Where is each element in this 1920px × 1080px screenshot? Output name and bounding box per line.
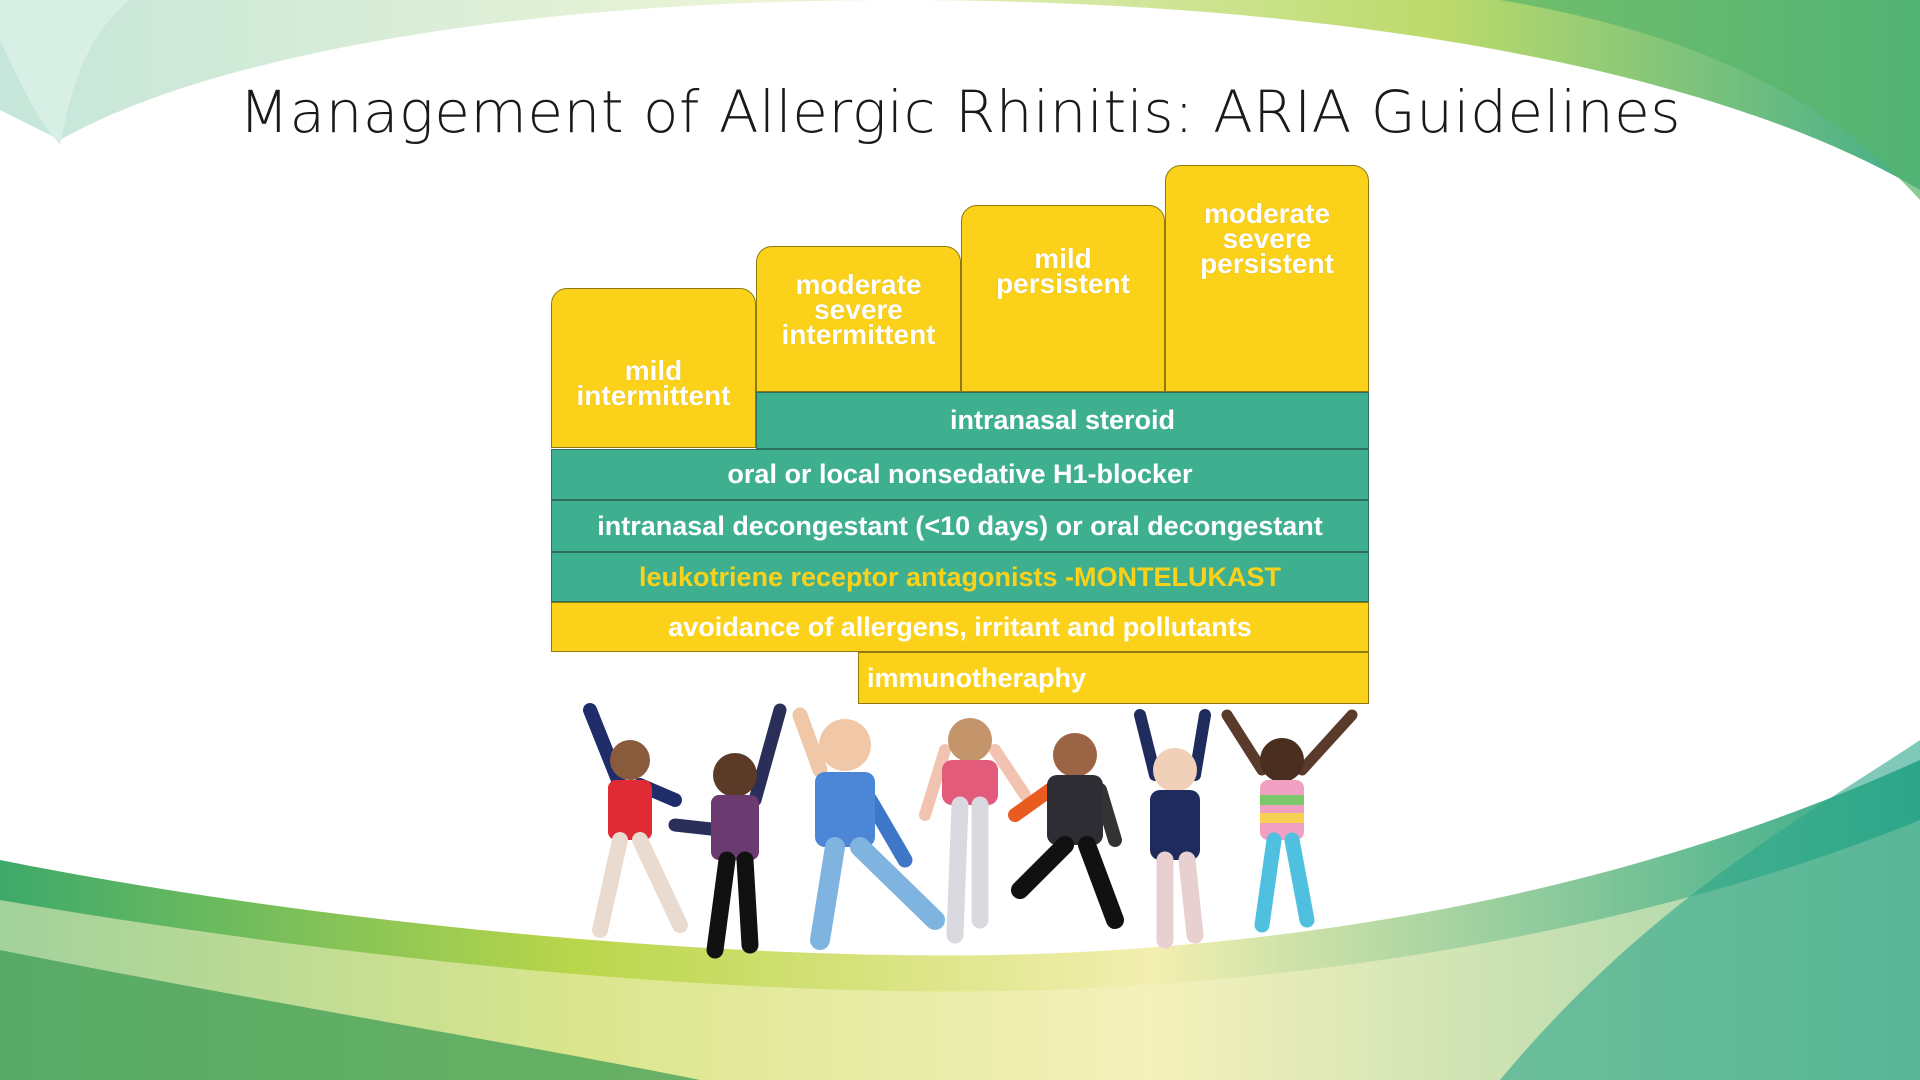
treatment-immunotherapy: immunotheraphy [858,652,1369,704]
step-label: mild intermittent [576,355,731,411]
treatment-allergen-avoidance: avoidance of allergens, irritant and pol… [551,602,1369,652]
treatment-intranasal-steroid: intranasal steroid [756,392,1369,449]
child-figure [792,707,945,950]
child-figure [919,718,1031,944]
treatment-leukotriene-antagonists: leukotriene receptor antagonists -MONTEL… [551,552,1369,602]
jumping-children-illustration [583,703,1358,959]
step-moderate-severe-intermittent: moderate severe intermittent [756,246,961,392]
slide-title: Management of Allergic Rhinitis: ARIA Gu… [239,78,1681,146]
child-figure [1134,709,1211,949]
treatment-decongestant: intranasal decongestant (<10 days) or or… [551,500,1369,552]
step-mild-persistent: mild persistent [961,205,1165,392]
child-figure [668,703,787,959]
child-figure [1008,733,1124,929]
step-label: moderate severe persistent [1200,198,1334,279]
step-moderate-severe-persistent: moderate severe persistent [1165,165,1369,392]
step-label: moderate severe intermittent [781,268,936,350]
step-mild-intermittent: mild intermittent [551,288,756,448]
treatment-h1-blocker: oral or local nonsedative H1-blocker [551,449,1369,500]
step-label: mild persistent [996,242,1130,299]
child-figure [1221,709,1358,933]
child-figure [583,703,688,938]
